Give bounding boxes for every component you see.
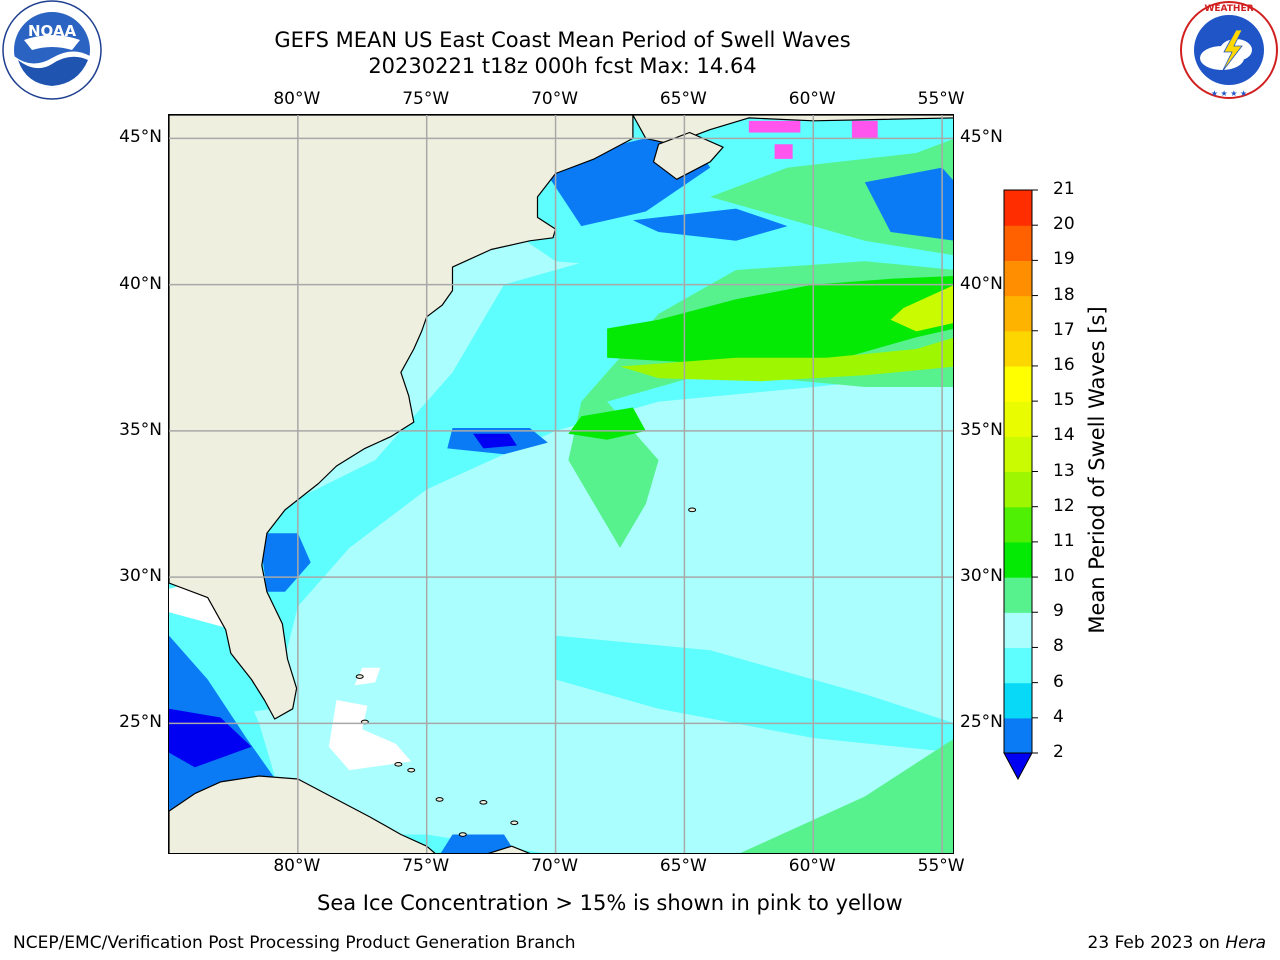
lon-tick-label-top: 65°W xyxy=(659,89,707,109)
land-cuba xyxy=(169,775,436,853)
colorbar-tick-label: 9 xyxy=(1053,601,1064,622)
land-hispaniola xyxy=(487,845,531,853)
colorbar-tick-label: 17 xyxy=(1053,319,1075,340)
lat-tick-label-right: 30°N xyxy=(960,566,1003,587)
lat-tick-label-right: 25°N xyxy=(960,712,1003,733)
colorbar-tick-label: 20 xyxy=(1053,214,1075,235)
lon-tick-label-top: 55°W xyxy=(917,89,965,109)
land-north-america xyxy=(169,115,634,720)
colorbar-swatch xyxy=(1004,541,1032,578)
colorbar-label: Mean Period of Swell Waves [s] xyxy=(1085,306,1109,634)
sea-ice-patch xyxy=(774,144,793,159)
lon-tick-label-top: 60°W xyxy=(788,89,836,109)
swell-yellow xyxy=(890,285,953,332)
colorbar-swatch xyxy=(1004,612,1032,649)
swell-green-se xyxy=(740,739,953,853)
island xyxy=(407,767,416,773)
colorbar-swatch xyxy=(1004,330,1032,367)
colorbar-tick-label: 19 xyxy=(1053,249,1075,270)
footer-date-text: 23 Feb 2023 on xyxy=(1087,933,1220,953)
colorbar-swatch xyxy=(1004,717,1032,754)
swell-blue-ne xyxy=(864,167,953,241)
colorbar-swatch xyxy=(1004,577,1032,613)
land-nova-scotia-peninsula xyxy=(652,131,724,180)
lon-tick-label-bottom: 55°W xyxy=(917,856,965,876)
island xyxy=(435,797,444,802)
colorbar-swatch xyxy=(1004,436,1032,473)
colorbar-swatch xyxy=(1004,682,1032,719)
island xyxy=(510,820,519,826)
colorbar-tick-label: 12 xyxy=(1053,495,1075,516)
colorbar-tick-label: 11 xyxy=(1053,530,1075,551)
lon-tick-label-bottom: 75°W xyxy=(402,856,450,876)
colorbar-tick-label: 13 xyxy=(1053,460,1075,481)
lat-tick-label-right: 45°N xyxy=(960,127,1003,148)
lon-tick-label-bottom: 80°W xyxy=(273,856,321,876)
colorbar-tick-label: 6 xyxy=(1053,671,1064,692)
island xyxy=(394,762,403,767)
noaa-logo-text: NOAA xyxy=(28,22,77,40)
colorbar-swatch xyxy=(1004,401,1032,437)
sea-ice-patch xyxy=(851,120,878,139)
colorbar-tick-label: 14 xyxy=(1053,425,1075,446)
no-data-area xyxy=(354,667,381,686)
no-data-area xyxy=(328,700,412,771)
swell-lime xyxy=(620,337,953,382)
footer-date: 23 Feb 2023 on Hera xyxy=(1088,933,1266,953)
colorbar-tick-label: 21 xyxy=(1053,179,1075,199)
sea-ice-patch xyxy=(748,120,801,133)
island xyxy=(688,507,697,513)
lat-tick-label-right: 40°N xyxy=(960,273,1003,294)
chart-title: GEFS MEAN US East Coast Mean Period of S… xyxy=(274,28,851,52)
colorbar-swatch xyxy=(1004,295,1032,332)
colorbar-swatch xyxy=(1004,190,1032,226)
island xyxy=(355,674,364,679)
sea-ice-note: Sea Ice Concentration > 15% is shown in … xyxy=(317,891,903,915)
lat-tick-label-right: 35°N xyxy=(960,419,1003,440)
swell-green-spot xyxy=(568,407,646,440)
footer-credit: NCEP/EMC/Verification Post Processing Pr… xyxy=(13,933,576,953)
land-nova-scotia xyxy=(632,115,953,145)
lat-tick-label-left: 25°N xyxy=(119,712,162,733)
chart-subtitle: 20230221 t18z 000h fcst Max: 14.64 xyxy=(368,54,757,78)
lon-tick-label-bottom: 70°W xyxy=(531,856,579,876)
swell-blue-gb xyxy=(632,208,788,241)
lat-tick-label-left: 40°N xyxy=(119,273,162,294)
lat-tick-label-left: 45°N xyxy=(119,127,162,148)
swell-blue-carib xyxy=(440,834,516,853)
lon-tick-label-top: 70°W xyxy=(531,89,579,109)
swell-bright-green xyxy=(607,275,953,367)
colorbar-swatch xyxy=(1004,365,1032,402)
island xyxy=(458,832,467,837)
colorbar-tick-label: 16 xyxy=(1053,354,1075,375)
swell-navy-hatteras xyxy=(473,433,517,449)
colorbar-tick-label: 2 xyxy=(1053,742,1064,762)
swell-period-map xyxy=(169,115,953,853)
lat-tick-label-left: 30°N xyxy=(119,566,162,587)
colorbar-swatch xyxy=(1004,260,1032,297)
colorbar-tick-label: 18 xyxy=(1053,284,1075,305)
map-panel xyxy=(168,114,954,854)
lon-tick-label-bottom: 60°W xyxy=(788,856,836,876)
svg-text:WEATHER: WEATHER xyxy=(1204,4,1253,14)
colorbar-swatch xyxy=(1004,647,1032,684)
colorbar-tick-label: 4 xyxy=(1053,706,1064,727)
colorbar xyxy=(1003,189,1038,780)
noaa-logo: NOAA xyxy=(2,0,102,100)
colorbar-swatch xyxy=(1004,225,1032,261)
colorbar-tick-label: 8 xyxy=(1053,636,1064,657)
nws-logo: WEATHER ★ ★ ★ ★ xyxy=(1180,1,1278,99)
lat-tick-label-left: 35°N xyxy=(119,419,162,440)
lon-tick-label-bottom: 65°W xyxy=(659,856,707,876)
lon-tick-label-top: 80°W xyxy=(273,89,321,109)
footer-host: Hera xyxy=(1225,933,1266,953)
colorbar-tick-label: 10 xyxy=(1053,566,1075,587)
lon-tick-label-top: 75°W xyxy=(402,89,450,109)
colorbar-under-extension xyxy=(1003,752,1033,780)
svg-text:★ ★ ★ ★: ★ ★ ★ ★ xyxy=(1211,89,1247,98)
colorbar-swatch xyxy=(1004,471,1032,508)
island xyxy=(479,800,488,805)
colorbar-tick-label: 15 xyxy=(1053,390,1075,411)
colorbar-swatch xyxy=(1004,506,1032,543)
